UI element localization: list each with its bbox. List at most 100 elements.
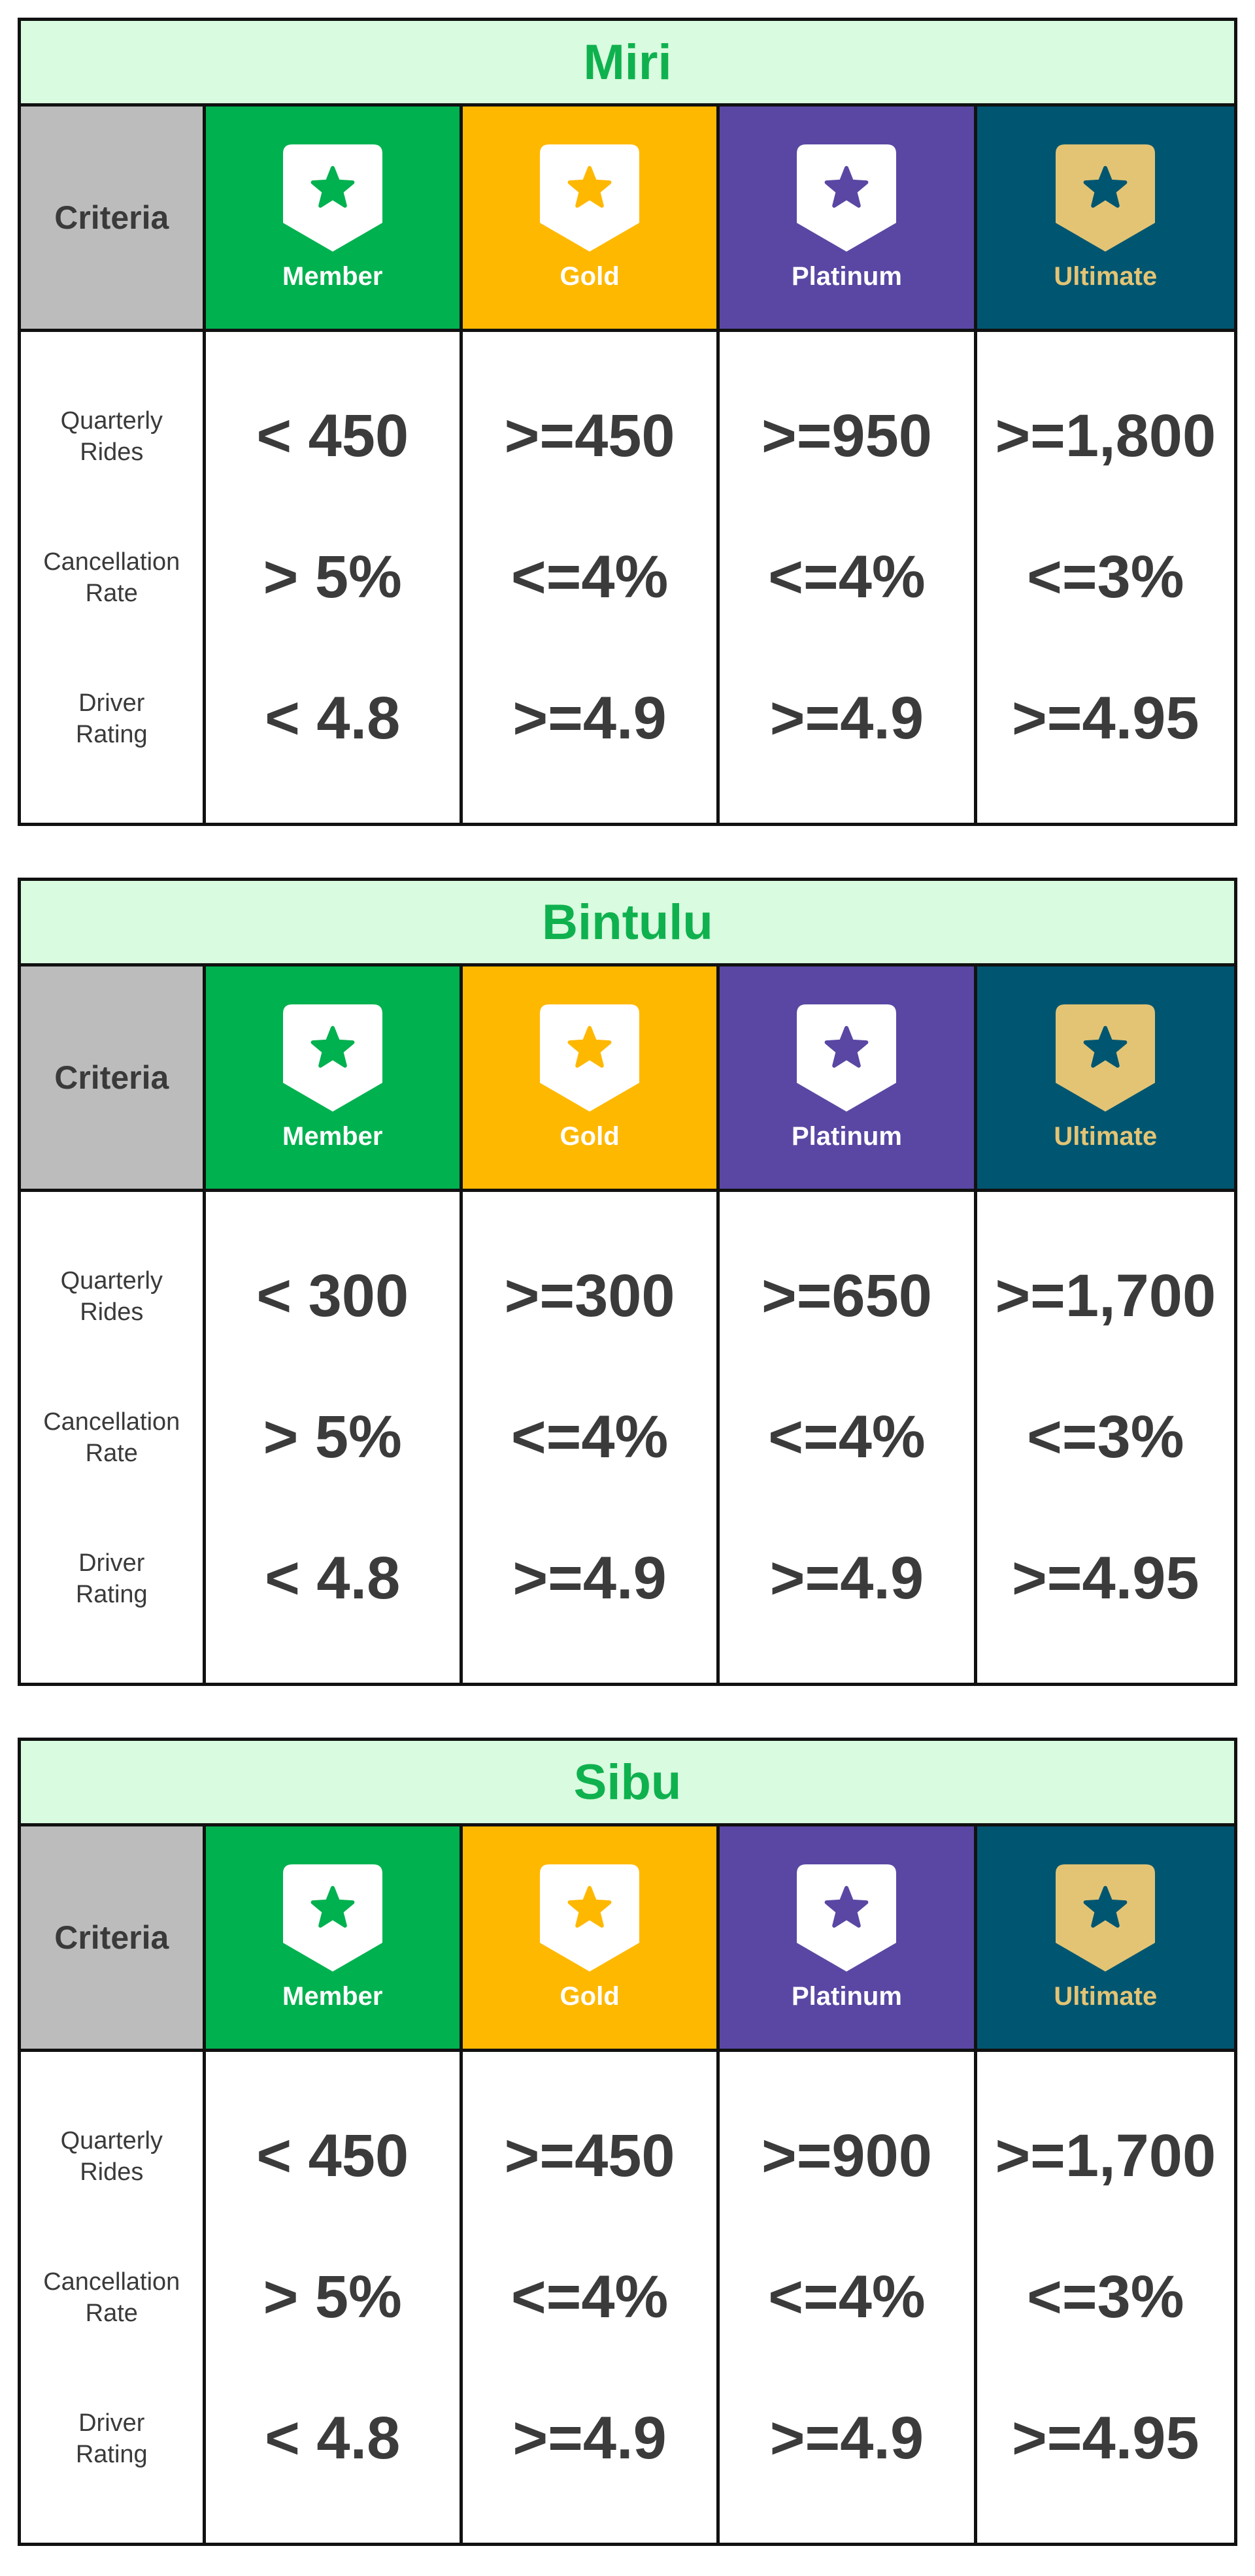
criteria-label-cell: Driver Rating (21, 2368, 203, 2509)
tier-column-gold: >=300 <=4% >=4.9 (463, 1192, 720, 1683)
criteria-label: Quarterly Rides (33, 2125, 190, 2188)
tier-column-ultimate: >=1,800 <=3% >=4.95 (977, 332, 1234, 823)
threshold-cell: < 4.8 (206, 2368, 460, 2509)
criteria-header: Criteria (21, 107, 206, 329)
threshold-cell: >=450 (463, 2086, 716, 2227)
threshold-value: >=450 (505, 402, 675, 471)
tier-header-row: Criteria Member Gold Platinum Ultimate (18, 1826, 1237, 2052)
criteria-label-line: Rides (80, 1298, 143, 1326)
star-shield-icon (797, 1004, 896, 1112)
threshold-value: >=300 (505, 1262, 675, 1330)
threshold-cell: >=4.9 (720, 1508, 973, 1649)
criteria-label-line: Rate (86, 1440, 138, 1467)
tier-header-gold: Gold (463, 966, 720, 1189)
criteria-label-cell: Cancellation Rate (21, 1367, 203, 1508)
threshold-cell: >=650 (720, 1226, 973, 1367)
threshold-cell: >=950 (720, 366, 973, 507)
threshold-cell: >=4.9 (463, 1508, 716, 1649)
threshold-value: > 5% (263, 1403, 402, 1472)
criteria-header: Criteria (21, 966, 206, 1189)
tier-label: Ultimate (1054, 1122, 1157, 1151)
tier-column-platinum: >=950 <=4% >=4.9 (720, 332, 977, 823)
tier-label: Gold (560, 1122, 620, 1151)
tier-header-ultimate: Ultimate (977, 1826, 1234, 2049)
threshold-value: < 4.8 (265, 2404, 400, 2473)
star-shield-icon (1056, 1864, 1155, 1972)
star-shield-icon (540, 144, 639, 252)
tier-label: Platinum (792, 262, 902, 291)
criteria-label: Cancellation Rate (33, 1406, 190, 1469)
region-table-bintulu: Bintulu Criteria Member Gold Platinum Ultimat… (18, 878, 1237, 1686)
criteria-label-cell: Quarterly Rides (21, 2086, 203, 2227)
threshold-value: >=4.9 (770, 684, 924, 753)
threshold-cell: < 300 (206, 1226, 460, 1367)
criteria-label-line: Quarterly (61, 1267, 163, 1295)
tier-column-platinum: >=900 <=4% >=4.9 (720, 2052, 977, 2543)
tier-header-row: Criteria Member Gold Platinum Ultimate (18, 966, 1237, 1192)
criteria-label: Cancellation Rate (33, 2266, 190, 2329)
threshold-value: < 300 (256, 1262, 409, 1330)
threshold-cell: < 4.8 (206, 648, 460, 789)
region-title: Sibu (18, 1738, 1237, 1826)
threshold-value: >=450 (505, 2122, 675, 2190)
tier-label: Ultimate (1054, 262, 1157, 291)
star-shield-icon (283, 1004, 382, 1112)
criteria-label-line: Driver (78, 2409, 144, 2437)
threshold-cell: >=1,700 (977, 2086, 1234, 2227)
threshold-value: <=4% (511, 2263, 668, 2332)
threshold-value: < 4.8 (265, 684, 400, 753)
threshold-cell: >=4.9 (463, 648, 716, 789)
tier-column-ultimate: >=1,700 <=3% >=4.95 (977, 1192, 1234, 1683)
criteria-label-line: Driver (78, 1549, 144, 1577)
threshold-cell: > 5% (206, 2227, 460, 2368)
criteria-label-line: Rate (86, 2300, 138, 2327)
criteria-label-line: Rating (76, 2441, 148, 2468)
criteria-body: Quarterly Rides Cancellation Rate Driver Rati… (18, 2052, 1237, 2546)
criteria-label-cell: Quarterly Rides (21, 366, 203, 507)
threshold-value: <=3% (1027, 2263, 1184, 2332)
threshold-cell: <=3% (977, 2227, 1234, 2368)
threshold-cell: >=4.95 (977, 648, 1234, 789)
criteria-label-cell: Cancellation Rate (21, 2227, 203, 2368)
star-shield-icon (283, 144, 382, 252)
tier-header-ultimate: Ultimate (977, 966, 1234, 1189)
threshold-value: <=3% (1027, 543, 1184, 612)
tier-label: Ultimate (1054, 1982, 1157, 2011)
threshold-value: >=1,700 (995, 2122, 1216, 2190)
threshold-cell: >=450 (463, 366, 716, 507)
tier-column-member: < 300 > 5% < 4.8 (206, 1192, 463, 1683)
tier-label: Platinum (792, 1982, 902, 2011)
tier-header-member: Member (206, 107, 463, 329)
threshold-value: >=1,800 (995, 402, 1216, 471)
criteria-label-line: Cancellation (43, 1408, 180, 1436)
tier-label: Member (282, 1122, 382, 1151)
threshold-value: <=4% (511, 543, 668, 612)
tier-header-gold: Gold (463, 1826, 720, 2049)
region-table-miri: Miri Criteria Member Gold Platinum Ultimate Qu… (18, 18, 1237, 826)
tier-column-gold: >=450 <=4% >=4.9 (463, 332, 720, 823)
criteria-label: Driver Rating (33, 2407, 190, 2470)
criteria-label-cell: Driver Rating (21, 648, 203, 789)
star-shield-icon (540, 1864, 639, 1972)
star-shield-icon (797, 144, 896, 252)
criteria-label: Quarterly Rides (33, 405, 190, 468)
threshold-value: >=4.9 (770, 1544, 924, 1613)
criteria-label-column: Quarterly Rides Cancellation Rate Driver Rati… (21, 1192, 206, 1683)
threshold-value: <=4% (768, 2263, 925, 2332)
criteria-label-column: Quarterly Rides Cancellation Rate Driver Rati… (21, 2052, 206, 2543)
threshold-value: < 450 (256, 2122, 409, 2190)
threshold-cell: >=900 (720, 2086, 973, 2227)
criteria-body: Quarterly Rides Cancellation Rate Driver Rati… (18, 1192, 1237, 1686)
threshold-cell: <=4% (463, 1367, 716, 1508)
threshold-cell: >=4.9 (720, 648, 973, 789)
criteria-label-line: Cancellation (43, 548, 180, 576)
region-title: Miri (18, 18, 1237, 107)
threshold-cell: < 4.8 (206, 1508, 460, 1649)
criteria-label-cell: Quarterly Rides (21, 1226, 203, 1367)
criteria-label-cell: Driver Rating (21, 1508, 203, 1649)
criteria-label: Quarterly Rides (33, 1265, 190, 1328)
criteria-label: Driver Rating (33, 687, 190, 750)
threshold-value: > 5% (263, 2263, 402, 2332)
tier-header-platinum: Platinum (720, 107, 977, 329)
criteria-body: Quarterly Rides Cancellation Rate Driver Rati… (18, 332, 1237, 826)
